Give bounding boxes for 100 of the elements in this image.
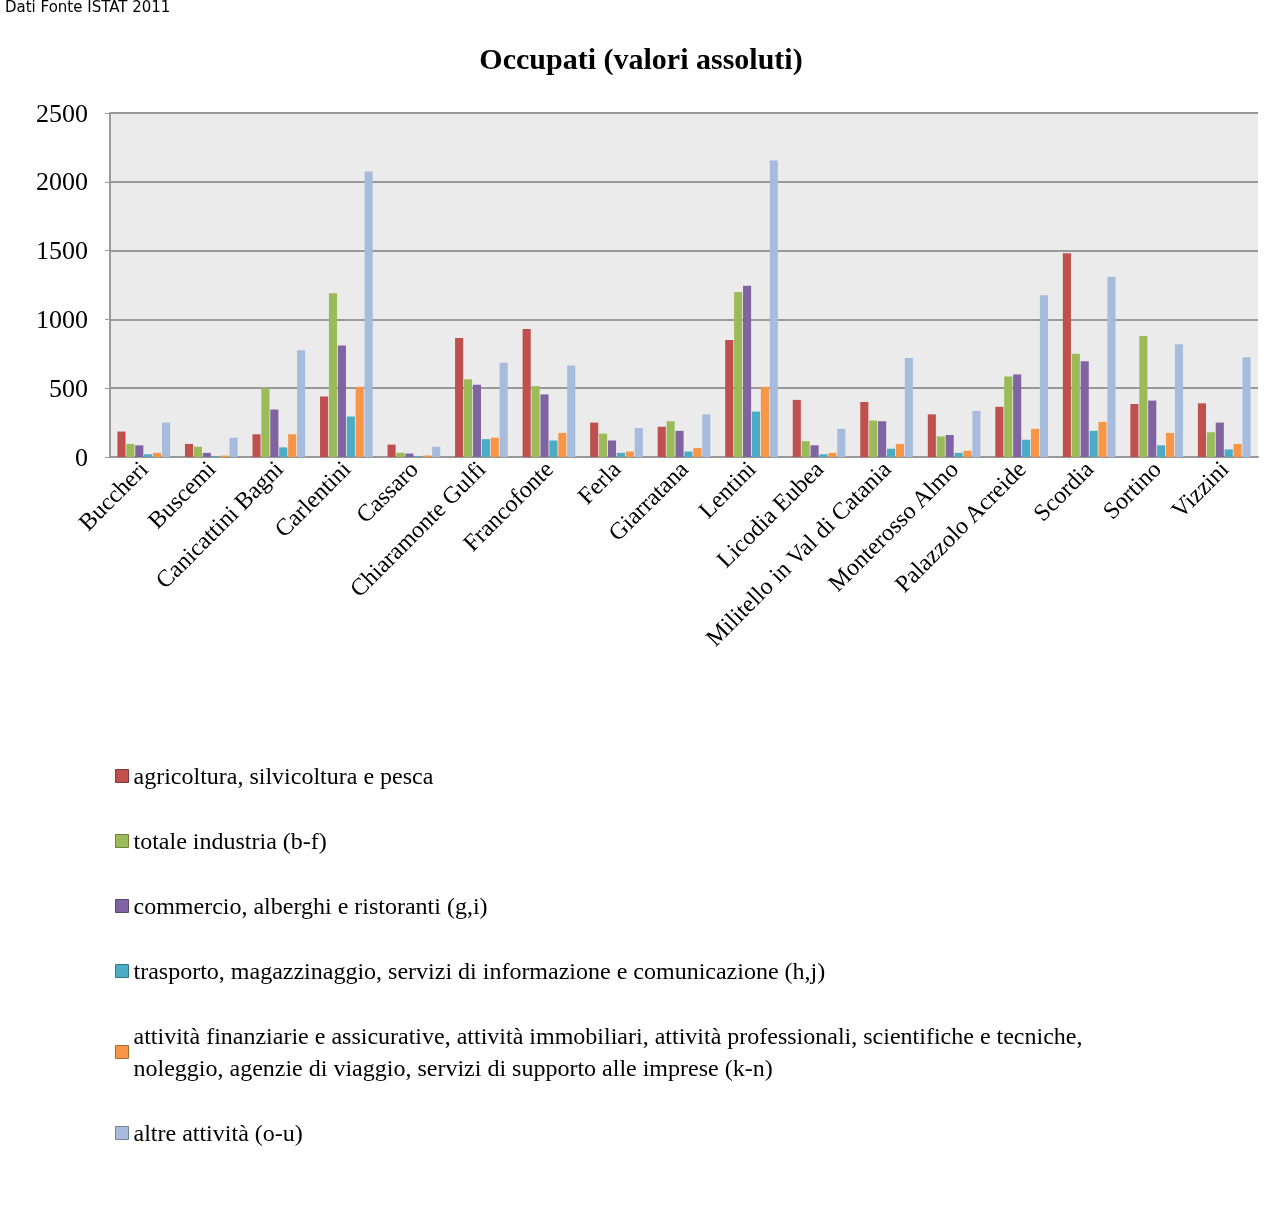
bar — [1098, 421, 1107, 457]
bar — [162, 422, 171, 457]
bar — [1166, 432, 1175, 457]
bar — [490, 437, 499, 457]
bar — [279, 447, 288, 457]
bar — [954, 452, 963, 457]
bar — [463, 379, 473, 457]
bar — [184, 443, 194, 457]
bar — [320, 396, 329, 457]
bar — [599, 433, 608, 457]
bar — [1062, 253, 1071, 457]
bar — [531, 386, 540, 457]
chart-title: Occupati (valori assoluti) — [479, 41, 803, 76]
bar — [355, 386, 364, 457]
bar — [1071, 353, 1080, 457]
bar — [1022, 439, 1031, 457]
bar — [819, 454, 828, 457]
legend-label: altre attività (o-u) — [133, 1120, 303, 1146]
legend-label: trasporto, magazzinaggio, servizi di informazione e comunicazione (h,j) — [133, 958, 826, 984]
bar — [297, 350, 306, 457]
bar — [693, 448, 702, 457]
bar — [540, 394, 549, 457]
bar — [1039, 295, 1048, 457]
bar — [396, 452, 405, 457]
bar — [472, 384, 482, 457]
bar — [945, 434, 954, 457]
bar — [432, 446, 441, 457]
bar — [558, 432, 567, 457]
bar — [625, 451, 634, 457]
bar — [117, 431, 126, 457]
bar — [869, 420, 878, 457]
bar — [252, 434, 261, 457]
bar — [481, 439, 490, 457]
bar — [346, 416, 355, 457]
bar — [792, 399, 801, 457]
bar — [1004, 376, 1013, 457]
bar — [522, 329, 531, 457]
bar — [666, 421, 675, 457]
bar — [135, 445, 144, 457]
bar — [270, 409, 279, 457]
legend-label: attività finanziarie e assicurative, attività immobiliari, attività professionali, scientifiche e tecniche, noleggio, agenzie di viaggio, servizi di supporto alle imprese (k-n) — [133, 1023, 1089, 1081]
bar — [769, 160, 778, 457]
bar — [1139, 335, 1148, 457]
bar — [1157, 445, 1166, 457]
legend-label: agricoltura, silvicoltura e pesca — [133, 763, 434, 789]
y-tick-label: 500 — [49, 373, 88, 403]
bar — [927, 414, 936, 457]
bar — [995, 406, 1004, 457]
legend-label: commercio, alberghi e ristoranti (g,i) — [133, 893, 488, 919]
bar — [1174, 344, 1184, 457]
bar — [1206, 432, 1215, 457]
bar — [634, 428, 643, 457]
bar — [1089, 430, 1098, 457]
bar — [1233, 443, 1242, 457]
y-tick-label: 1500 — [36, 236, 88, 266]
bar — [1215, 422, 1224, 457]
bar — [972, 410, 981, 457]
bar — [202, 452, 211, 457]
bar — [725, 340, 734, 457]
bar — [1030, 428, 1040, 457]
bar — [684, 451, 693, 457]
bar — [810, 445, 819, 457]
bar — [261, 388, 270, 457]
bar — [936, 436, 945, 457]
bar — [455, 337, 464, 457]
bar — [590, 422, 599, 457]
bar — [144, 454, 153, 457]
bar — [657, 426, 666, 457]
bar — [337, 345, 346, 457]
bar — [751, 411, 761, 457]
bar — [364, 171, 373, 457]
bar — [126, 443, 135, 457]
bar — [1107, 276, 1116, 457]
bar — [895, 443, 905, 457]
bar — [1148, 400, 1157, 457]
bar — [288, 434, 297, 457]
bar — [328, 293, 338, 457]
bar — [1080, 361, 1089, 457]
bar — [837, 428, 846, 457]
bar — [153, 452, 162, 457]
bar — [702, 414, 711, 457]
bar — [1242, 357, 1251, 457]
bar — [549, 440, 558, 457]
bar — [760, 386, 769, 457]
bar — [801, 441, 810, 457]
bar — [675, 430, 684, 457]
text: Dati Fonte ISTAT 2011 — [5, 0, 171, 16]
bar — [886, 448, 896, 457]
bar — [1130, 404, 1139, 457]
bar — [1197, 403, 1206, 457]
bar — [963, 450, 972, 457]
bar — [860, 401, 869, 457]
bar — [616, 452, 625, 457]
y-tick-label: 1000 — [36, 304, 88, 334]
bar — [904, 357, 913, 457]
bar — [828, 452, 837, 457]
bar — [229, 437, 238, 457]
bar — [607, 440, 617, 457]
legend-label: totale industria (b-f) — [133, 828, 327, 854]
bar — [734, 291, 743, 457]
